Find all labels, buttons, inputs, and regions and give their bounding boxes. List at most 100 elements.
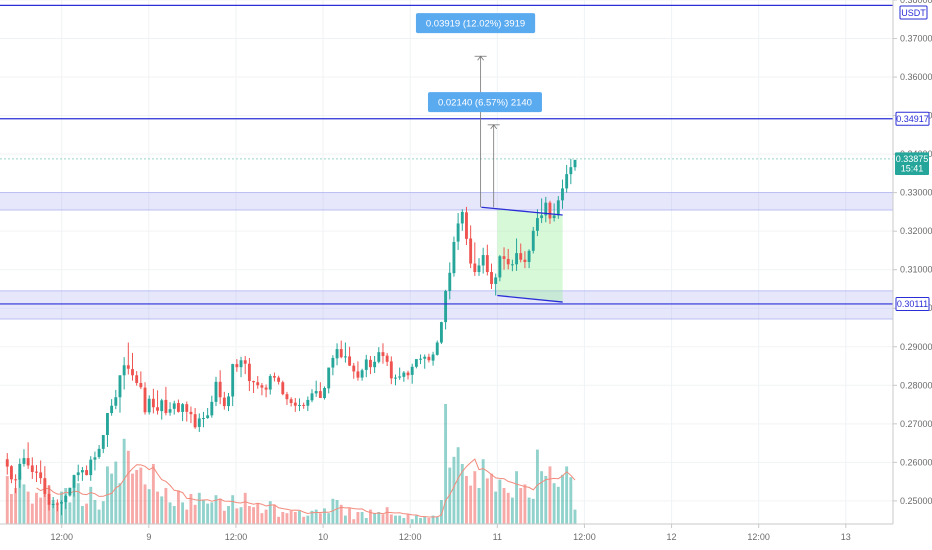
candle-body-37	[160, 400, 164, 412]
candle-body-105	[444, 290, 448, 323]
candle-body-73	[310, 393, 314, 401]
volume-bar-34	[147, 489, 151, 524]
candle-body-110	[465, 212, 468, 239]
volume-bar-24	[106, 466, 109, 524]
volume-bar-75	[318, 513, 322, 524]
volume-bar-80	[339, 504, 343, 524]
candle-body-104	[439, 322, 443, 343]
volume-bar-17	[76, 483, 80, 524]
price-badge-0: 0.34917	[896, 114, 929, 124]
candle-body-71	[302, 404, 306, 406]
candle-body-63	[268, 376, 272, 390]
volume-bar-87	[369, 509, 372, 524]
volume-bar-136	[573, 509, 577, 524]
candle-body-109	[460, 211, 464, 224]
candle-body-61	[260, 385, 264, 388]
drawings[interactable]: 0.03919 (12.02%) 3919 0.02140 (6.57%) 214…	[415, 13, 563, 303]
volume-bar-70	[298, 510, 301, 524]
time-axis-bg[interactable]	[0, 524, 932, 550]
candle-body-111	[469, 238, 473, 264]
candle-body-96	[406, 372, 410, 376]
volume-bar-9	[43, 479, 47, 524]
volume-bar-82	[348, 508, 352, 524]
horizontal-lines[interactable]	[0, 4, 893, 305]
volume-bar-90	[381, 514, 385, 524]
candle-body-24	[106, 413, 109, 435]
volume-bar-51	[218, 498, 222, 524]
candle-body-67	[285, 394, 289, 400]
candle-body-2	[14, 479, 18, 481]
volume-bar-129	[544, 476, 548, 524]
candle-body-77	[327, 367, 331, 389]
candle-body-107	[452, 241, 456, 274]
candle-body-102	[431, 354, 435, 361]
candle-body-15	[68, 487, 72, 496]
candle-body-132	[556, 200, 560, 216]
price-badge-2-bg	[895, 161, 929, 175]
volume-bar-83	[352, 519, 356, 524]
candle-body-79	[335, 349, 339, 359]
volume-bar-100	[423, 516, 427, 524]
y-tick-label-8: 0.33000	[900, 188, 932, 198]
volume-bar-57	[243, 492, 247, 524]
candle-body-28	[122, 365, 126, 376]
zone-0	[0, 192, 893, 210]
candle-body-80	[339, 349, 343, 358]
candle-body-53	[227, 396, 230, 407]
candle-body-101	[427, 356, 431, 361]
y-tick-label-12: 0.37000	[900, 34, 932, 44]
volume-bar-79	[335, 500, 339, 524]
volume-bar-59	[252, 507, 255, 524]
volume-bar-95	[402, 518, 406, 524]
volume-bar-49	[210, 502, 214, 524]
y-tick-label-1: 0.26000	[900, 457, 932, 467]
volume-bar-53	[227, 506, 230, 524]
candle-body-26	[114, 397, 118, 406]
volume-bar-98	[414, 515, 418, 524]
candle-body-60	[256, 382, 260, 386]
volume-bar-4	[22, 484, 26, 524]
price-candles	[5, 158, 577, 516]
volume-bar-132	[556, 486, 560, 524]
volume-bar-65	[277, 516, 281, 524]
candle-body-112	[473, 263, 477, 273]
time-axis[interactable]: 12:00 9 12:00 10 12:00 11 12:00 12 12:00 13	[50, 524, 851, 542]
candle-body-27	[118, 375, 122, 398]
candle-body-93	[394, 377, 397, 379]
volume-bar-116	[490, 473, 493, 524]
volume-bar-61	[260, 513, 264, 524]
currency-badge: USDT	[899, 5, 928, 20]
volume-bar-114	[481, 459, 485, 524]
candle-body-0	[5, 459, 9, 467]
candle-body-89	[377, 352, 381, 362]
candle-body-87	[369, 359, 372, 368]
volume-bar-25	[110, 473, 114, 524]
candle-body-76	[323, 387, 326, 399]
candle-body-92	[389, 361, 393, 379]
candle-body-74	[314, 391, 318, 394]
candle-body-45	[193, 414, 197, 428]
volume-bar-85	[360, 512, 364, 524]
volume-bar-96	[406, 514, 410, 524]
candle-body-54	[231, 364, 235, 397]
volume-bar-64	[272, 504, 276, 524]
volume-bar-106	[448, 467, 452, 524]
volume-bar-52	[222, 510, 226, 524]
candle-body-20	[89, 459, 93, 476]
volume-bar-28	[122, 438, 126, 524]
x-tick-label-9: 13	[841, 532, 851, 542]
volume-bar-33	[143, 484, 147, 524]
candle-body-128	[540, 215, 544, 219]
candle-body-49	[210, 401, 214, 416]
candle-body-55	[235, 364, 239, 368]
candle-body-44	[189, 411, 193, 415]
measure-0-label: 0.03919 (12.02%) 3919	[426, 19, 525, 30]
price-axis-bg[interactable]	[893, 0, 932, 550]
candle-body-98	[414, 359, 418, 367]
volume-bar-89	[377, 512, 381, 524]
x-tick-label-5: 11	[493, 532, 502, 542]
candle-body-85	[360, 370, 364, 378]
volume-bar-93	[394, 515, 397, 524]
volume-bar-135	[569, 477, 573, 524]
